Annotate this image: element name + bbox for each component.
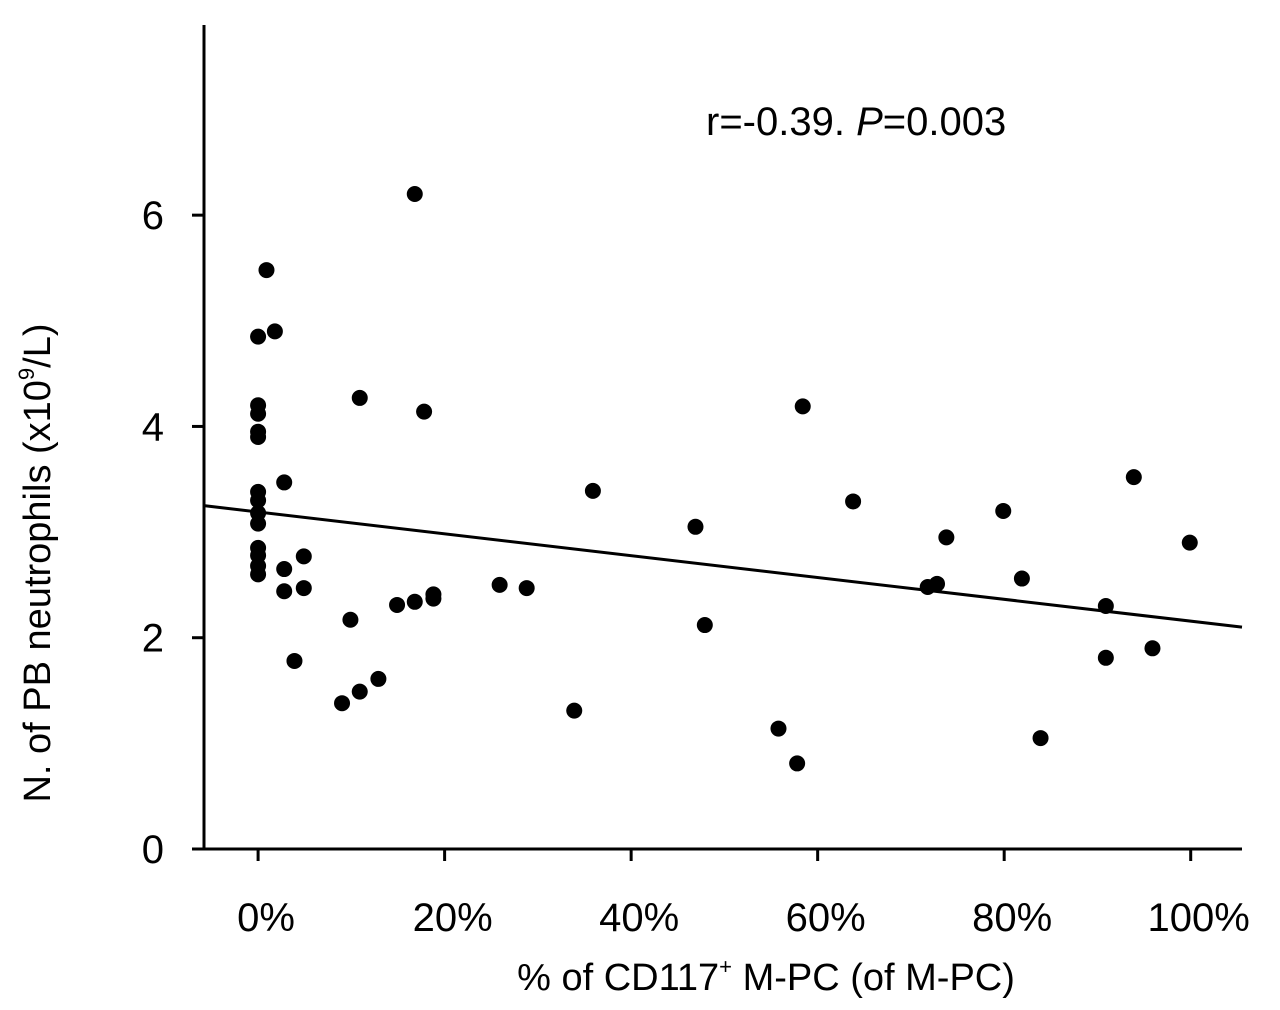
- data-point: [250, 429, 267, 445]
- data-point: [425, 590, 442, 607]
- data-point: [342, 611, 359, 628]
- data-point: [295, 548, 312, 565]
- x-axis-title-pre: % of CD117: [517, 957, 719, 999]
- y-tick-label: 0: [142, 828, 164, 872]
- data-point: [334, 695, 351, 712]
- r-value-text: r=-0.39.: [706, 100, 856, 144]
- p-value-text: =0.003: [883, 100, 1006, 144]
- data-point: [416, 403, 433, 420]
- data-point: [406, 186, 423, 203]
- data-point: [370, 670, 387, 687]
- axes: [202, 25, 1242, 851]
- y-tick-label: 2: [142, 617, 164, 661]
- x-tick-label: 20%: [413, 896, 493, 940]
- data-point: [696, 617, 713, 634]
- correlation-annotation: r=-0.39. P=0.003: [706, 100, 1006, 144]
- x-tick-label: 60%: [786, 896, 866, 940]
- x-axis-title: % of CD117+ M-PC (of M-PC): [517, 954, 1015, 999]
- data-point: [250, 328, 267, 345]
- data-point: [1013, 570, 1030, 587]
- y-ticks: 0 2 4 6: [142, 194, 204, 872]
- data-point: [351, 389, 368, 406]
- data-points: [250, 186, 1198, 772]
- data-point: [258, 262, 275, 279]
- data-point: [250, 566, 267, 583]
- x-tick-label: 80%: [972, 896, 1052, 940]
- data-point: [789, 755, 806, 772]
- data-point: [1125, 469, 1142, 486]
- y-tick-label: 6: [142, 194, 164, 238]
- y-tick-label: 4: [142, 405, 164, 449]
- data-point: [250, 492, 267, 509]
- data-point: [286, 652, 303, 669]
- x-ticks: 0% 20% 40% 60% 80% 100%: [237, 849, 1250, 940]
- y-axis-title: N. of PB neutrophils (x109/L): [14, 323, 59, 802]
- regression-line: [203, 504, 1243, 629]
- data-point: [266, 323, 283, 340]
- data-point: [491, 576, 508, 593]
- data-point: [1144, 640, 1161, 657]
- data-point: [938, 529, 955, 546]
- data-point: [276, 583, 293, 600]
- data-point: [406, 593, 423, 610]
- data-point: [1097, 649, 1114, 666]
- data-point: [250, 515, 267, 532]
- data-point: [1181, 534, 1198, 551]
- x-tick-label: 40%: [599, 896, 679, 940]
- x-axis-title-sup: +: [719, 954, 732, 979]
- data-point: [995, 502, 1012, 519]
- y-axis-title-pre: N. of PB neutrophils (x10: [17, 380, 59, 802]
- data-point: [584, 482, 601, 499]
- data-point: [794, 398, 811, 415]
- data-point: [929, 575, 946, 592]
- p-label: P: [856, 100, 883, 144]
- data-point: [1032, 730, 1049, 747]
- data-point: [566, 702, 583, 719]
- data-point: [518, 580, 535, 597]
- data-point: [276, 561, 293, 578]
- data-point: [770, 720, 787, 737]
- y-axis-title-sup: 9: [14, 368, 39, 380]
- data-point: [845, 493, 862, 510]
- data-point: [295, 580, 312, 597]
- data-point: [351, 683, 368, 700]
- x-axis-title-post: M-PC (of M-PC): [732, 957, 1015, 999]
- y-axis-title-post: /L): [17, 323, 59, 367]
- data-point: [250, 405, 267, 422]
- data-point: [1097, 598, 1114, 615]
- x-tick-label: 100%: [1148, 896, 1250, 940]
- data-point: [276, 474, 293, 491]
- x-tick-label: 0%: [237, 896, 295, 940]
- data-point: [389, 596, 406, 613]
- data-point: [687, 518, 704, 535]
